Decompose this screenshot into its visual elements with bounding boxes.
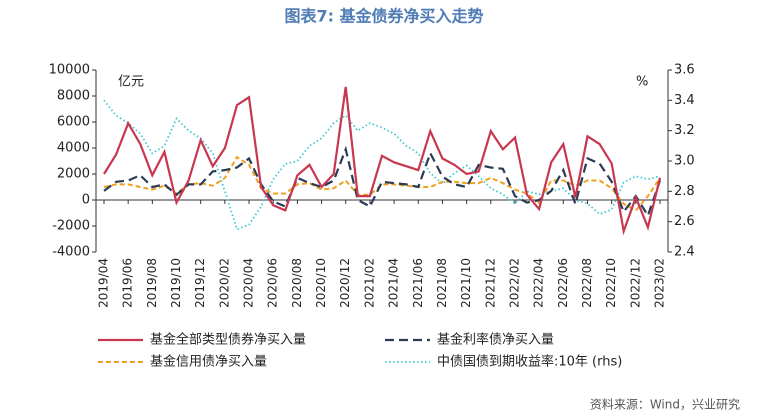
- y-tick-label: 0: [82, 193, 90, 208]
- y2-tick-label: 3.6: [674, 63, 695, 78]
- series-line: [103, 155, 661, 212]
- x-tick-label: 2022/10: [604, 258, 618, 308]
- y-tick-label: 6000: [57, 115, 90, 130]
- source: 资料来源：Wind，兴业研究: [590, 397, 740, 412]
- y-tick-label: -4000: [52, 245, 90, 260]
- x-tick-label: 2020/12: [338, 258, 352, 308]
- x-tick-label: 2021/12: [483, 258, 497, 308]
- x-tick-label: 2021/02: [362, 258, 376, 308]
- x-tick-label: 2019/10: [169, 258, 183, 308]
- x-tick-label: 2022/04: [532, 258, 546, 308]
- y-tick-label: 4000: [57, 141, 90, 156]
- y-unit: 亿元: [118, 75, 144, 90]
- legend-label: 基金利率债净买入量: [437, 332, 554, 348]
- chart-title: 图表7: 基金债券净买入走势: [284, 7, 483, 26]
- x-tick-label: 2019/12: [193, 258, 207, 308]
- y2-tick-label: 2.8: [674, 184, 695, 199]
- legend-label: 基金全部类型债券净买入量: [150, 332, 306, 348]
- x-tick-label: 2020/10: [314, 258, 328, 308]
- y2-tick-label: 3.0: [674, 154, 695, 169]
- y2-unit: %: [636, 75, 648, 90]
- x-tick-label: 2020/06: [266, 258, 280, 308]
- x-tick-label: 2020/04: [242, 258, 256, 308]
- x-tick-label: 2022/12: [628, 258, 642, 308]
- x-tick-label: 2019/04: [97, 258, 111, 308]
- y-tick-label: -2000: [52, 219, 90, 234]
- y2-tick-label: 2.6: [674, 214, 695, 229]
- y-tick-label: 2000: [57, 167, 90, 182]
- x-tick-label: 2020/02: [217, 258, 231, 308]
- x-tick-label: 2021/08: [435, 258, 449, 308]
- x-tick-label: 2021/06: [411, 258, 425, 308]
- x-tick-label: 2022/06: [556, 258, 570, 308]
- x-tick-label: 2021/04: [387, 258, 401, 308]
- y2-tick-label: 3.2: [674, 123, 695, 138]
- x-tick-label: 2022/08: [580, 258, 594, 308]
- legend-label: 基金信用债净买入量: [150, 354, 267, 370]
- y2-tick-label: 2.4: [674, 245, 695, 260]
- x-tick-label: 2022/02: [507, 258, 521, 308]
- x-tick-label: 2023/02: [653, 258, 667, 308]
- x-tick-label: 2019/06: [121, 258, 135, 308]
- series-line: [103, 86, 662, 236]
- y2-tick-label: 3.4: [674, 93, 695, 108]
- x-tick-label: 2021/10: [459, 258, 473, 308]
- y-tick-label: 8000: [57, 89, 90, 104]
- x-tick-label: 2020/08: [290, 258, 304, 308]
- x-tick-label: 2019/08: [145, 258, 159, 308]
- y-tick-label: 10000: [49, 63, 90, 78]
- legend-label: 中债国债到期收益率:10年 (rhs): [437, 354, 622, 370]
- series-line: [103, 99, 661, 231]
